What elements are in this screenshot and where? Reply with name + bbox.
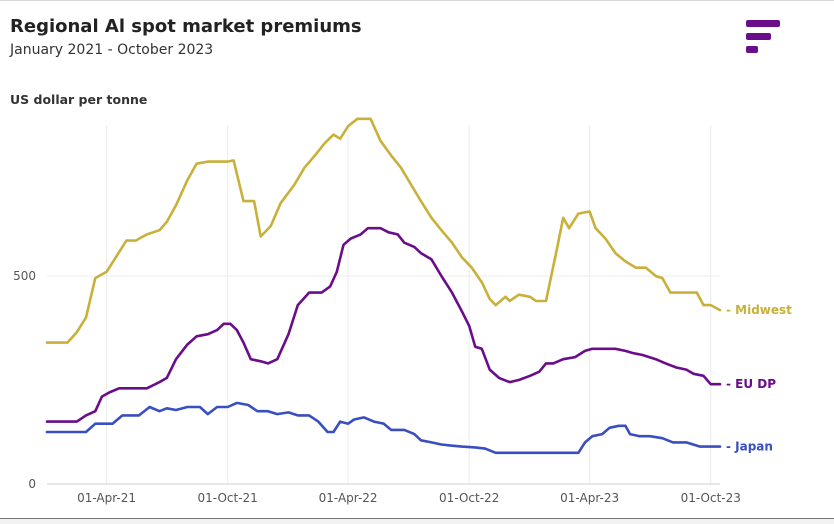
x-tick-label-5: 01-Oct-23 [681,491,741,505]
x-tick-label-2: 01-Apr-22 [319,491,378,505]
series-label-midwest: - Midwest [726,303,792,317]
chart-subtitle: January 2021 - October 2023 [10,42,214,58]
series-lines [45,117,722,455]
logo-bar-bottom [746,46,758,53]
series-label-eu-dp: - EU DP [726,377,776,391]
series-line-eu-dp [45,226,722,423]
y-axis-label: US dollar per tonne [10,92,148,107]
logo-bar-top [746,20,780,27]
series-labels: - Midwest - EU DP - Japan [726,303,792,453]
chart-title: Regional Al spot market premiums [10,16,362,37]
series-label-japan: - Japan [726,440,773,454]
x-tick-label-0: 01-Apr-21 [77,491,136,505]
series-line-midwest [45,117,722,344]
y-tick-label-0: 0 [28,477,36,491]
y-tick-label-1: 500 [13,269,36,283]
x-tick-label-4: 01-Apr-23 [560,491,619,505]
x-tick-label-3: 01-Oct-22 [439,491,499,505]
x-tick-label-1: 01-Oct-21 [198,491,258,505]
bottom-rule [0,518,834,524]
top-rule [0,0,834,1]
logo-bar-mid [746,33,771,40]
series-line-japan [45,401,722,455]
y-axis-ticks: 0 500 [13,269,36,491]
gridlines [47,125,720,485]
x-axis-ticks: 01-Apr-21 01-Oct-21 01-Apr-22 01-Oct-22 01-A… [77,491,741,505]
brand-logo-icon [746,20,780,53]
